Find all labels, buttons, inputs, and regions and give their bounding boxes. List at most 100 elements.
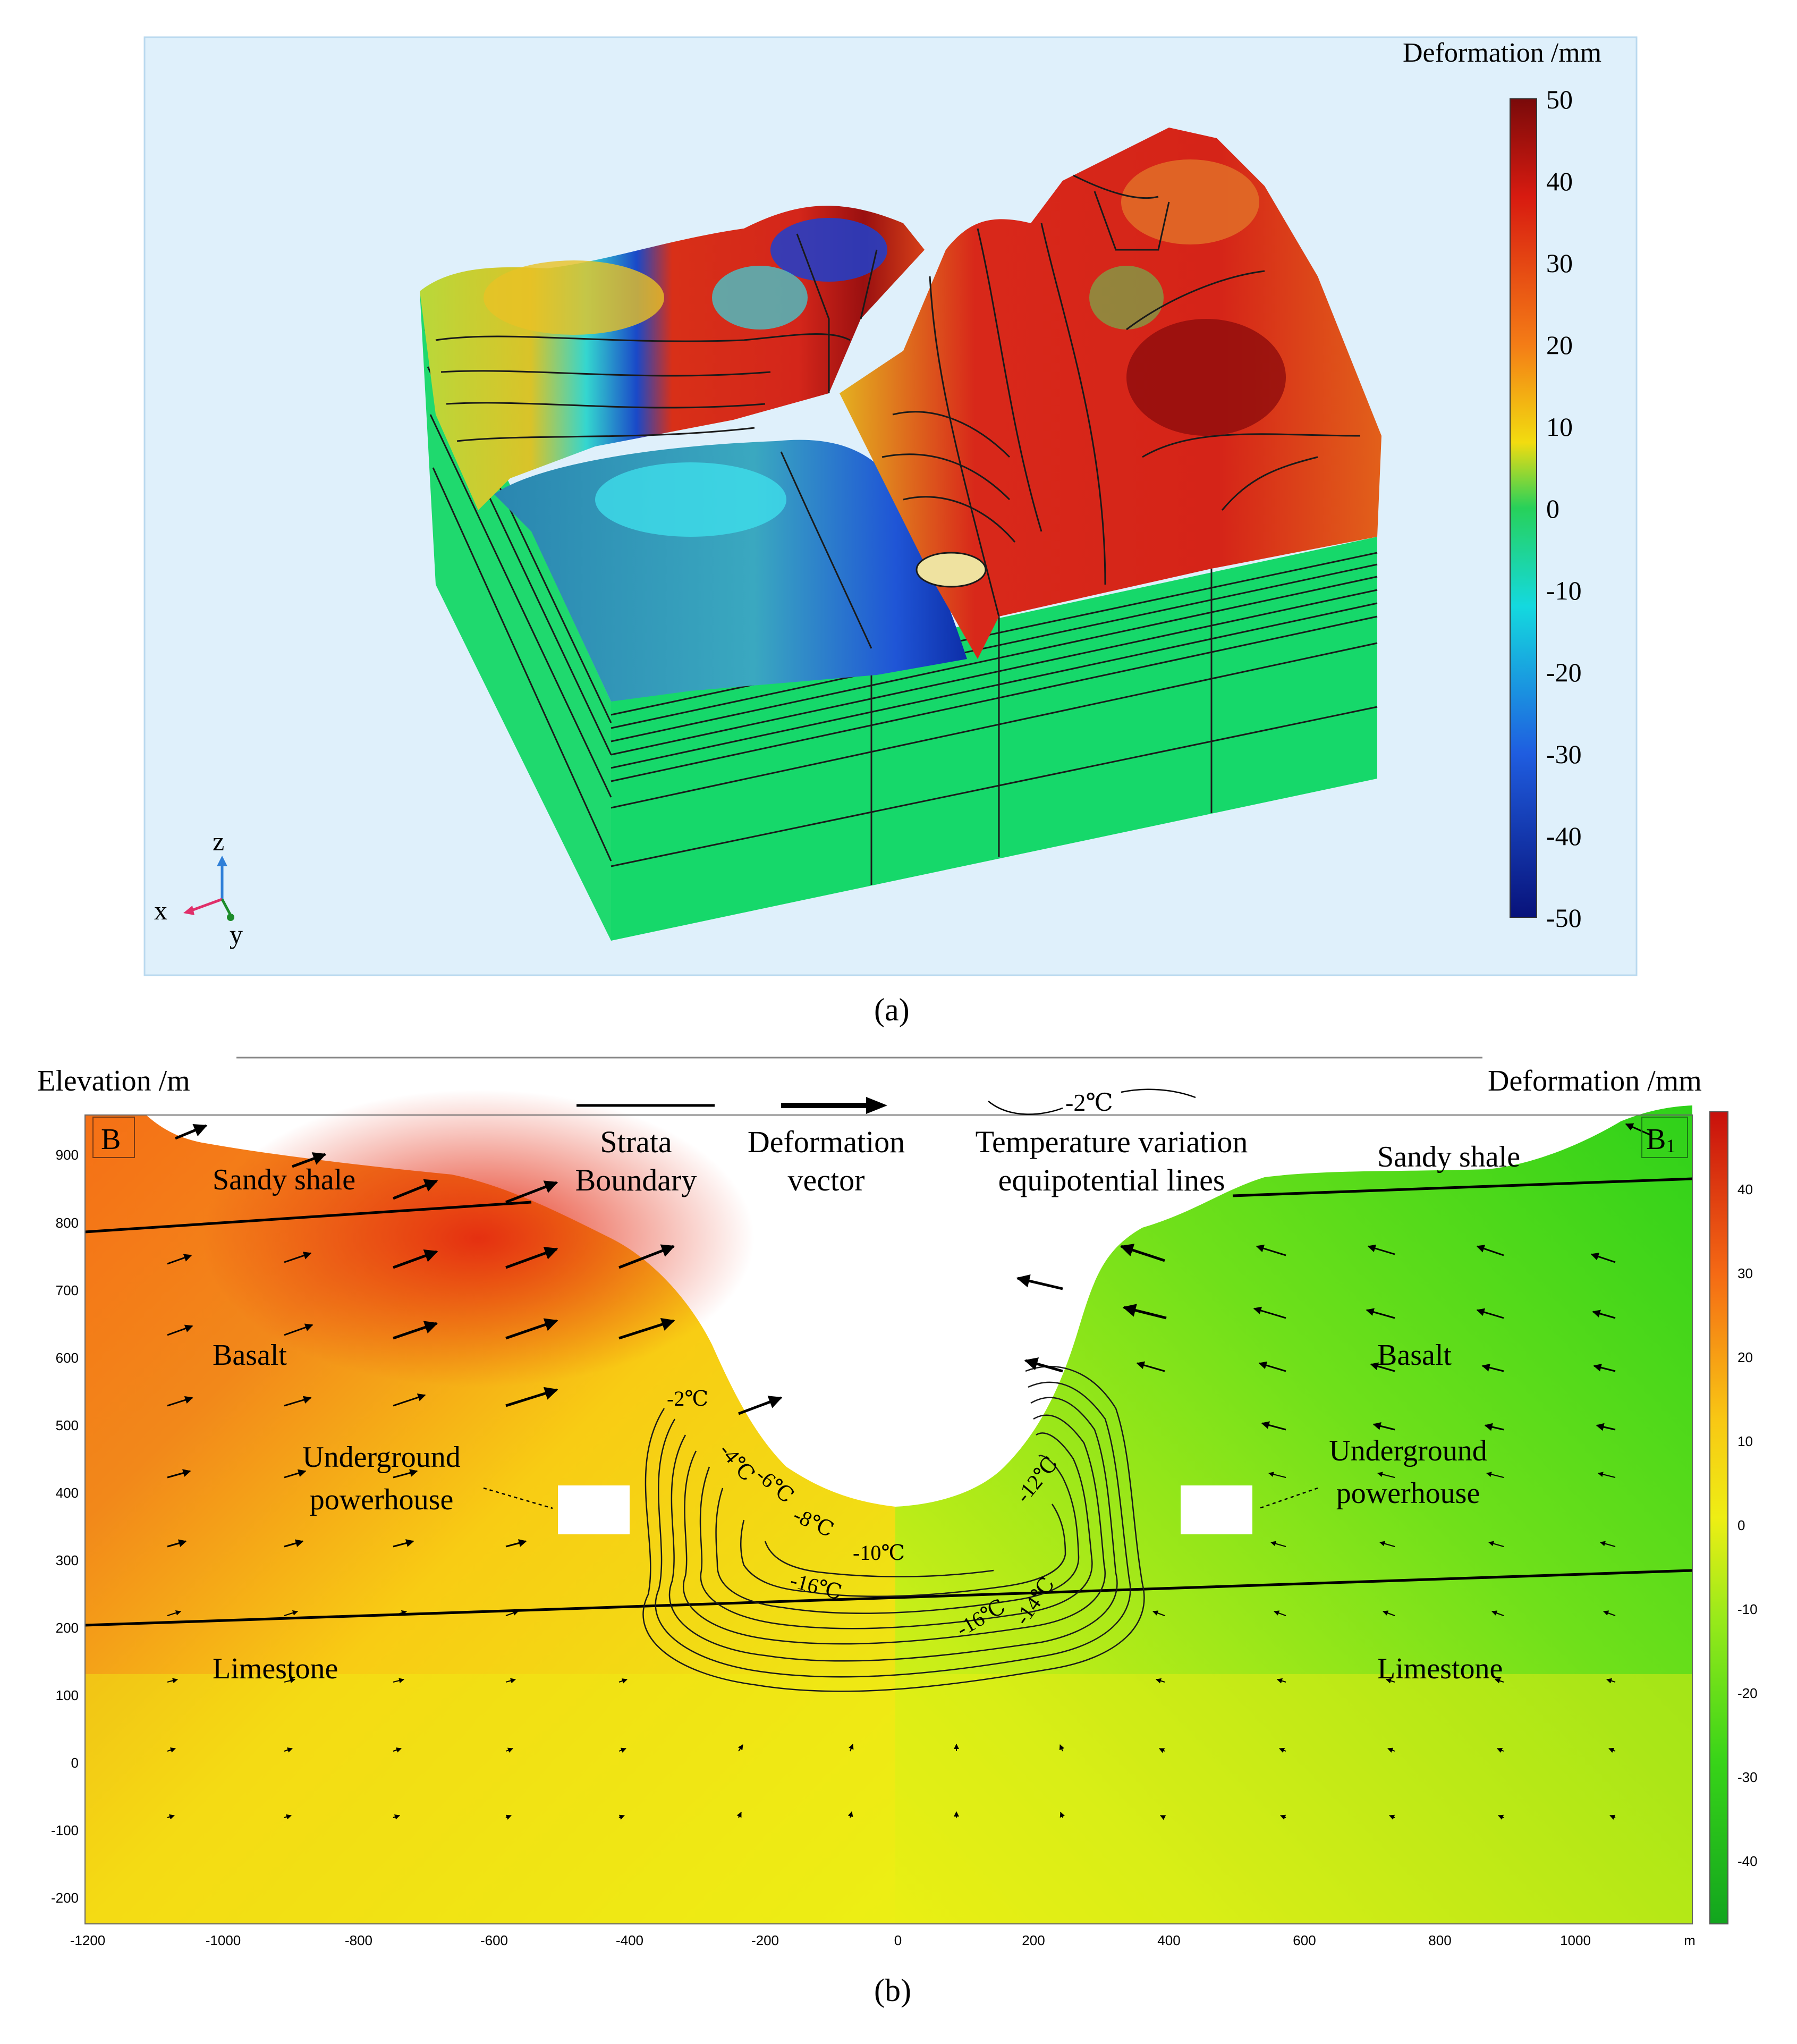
colorbar-b-tick: -30 (1737, 1769, 1758, 1785)
axis-y-arrow (221, 898, 232, 916)
legend-strata-label-2: Boundary (575, 1163, 697, 1197)
y-axis-title: Elevation /m (37, 1065, 190, 1097)
y-ticks: 900 800 700 600 500 400 300 200 100 0 -1… (51, 1147, 79, 1906)
x-tick: -400 (616, 1932, 643, 1948)
y-tick: 200 (56, 1620, 79, 1636)
colorbar-b-tick: -20 (1737, 1685, 1758, 1701)
y-tick: -100 (51, 1822, 79, 1838)
section-label-b-box (92, 1117, 135, 1158)
x-tick: 800 (1428, 1932, 1451, 1948)
powerhouse-left-label-2: powerhouse (310, 1483, 454, 1516)
x-ticks: -1200 -1000 -800 -600 -400 -200 0 200 40… (70, 1932, 1696, 1948)
colorbar-a-tick: 20 (1546, 330, 1573, 360)
colorbar-b-tick: 20 (1737, 1349, 1753, 1365)
colorbar-a-tick: -30 (1546, 739, 1582, 769)
colorbar-b-title: Deformation /mm (1488, 1065, 1702, 1097)
axis-x-label: x (154, 896, 167, 925)
legend-vector-label-2: vector (788, 1163, 865, 1197)
powerhouse-right-label-2: powerhouse (1336, 1477, 1480, 1510)
powerhouse-right-label-1: Underground (1329, 1434, 1487, 1467)
legend-temp-label-1: Temperature variation (976, 1125, 1248, 1159)
x-unit: m (1684, 1932, 1696, 1948)
layer-labels: Sandy shale Basalt Limestone Sandy shale… (213, 1141, 1520, 1685)
y-tick: 700 (56, 1282, 79, 1298)
axis-z-arrowhead (217, 856, 227, 866)
colorbar-b-tick: 10 (1737, 1433, 1753, 1449)
colorbar-b-tick: 0 (1737, 1517, 1745, 1533)
terrain-lines (435, 174, 1361, 649)
y-tick: 400 (56, 1485, 79, 1501)
powerhouse-left (558, 1485, 630, 1534)
strata-boundaries (84, 1177, 1693, 1627)
x-tick: -800 (345, 1932, 372, 1948)
layer-limestone-left: Limestone (213, 1652, 338, 1685)
colorbar-a-tick: 30 (1546, 248, 1573, 278)
block-front-face (611, 537, 1377, 941)
colorbar-a-tick: 10 (1546, 412, 1573, 442)
ridge-orange-top (1121, 159, 1259, 244)
x-tick: 0 (894, 1932, 902, 1948)
left-bank-red-core (202, 1089, 755, 1387)
legend: Strata Boundary Deformation vector -2℃ T… (575, 1088, 1248, 1197)
lower-blend (85, 1674, 1692, 1924)
y-tick: 600 (56, 1350, 79, 1366)
colorbar-b-tick: 40 (1737, 1181, 1753, 1197)
x-tick: -1000 (206, 1932, 241, 1948)
contour-label: -2℃ (667, 1387, 708, 1410)
block-strata-lines (611, 552, 1378, 885)
colorbar-a-tick: -40 (1546, 821, 1582, 851)
contour-label: -10℃ (853, 1541, 905, 1565)
ridge-dark-red-core (1126, 319, 1286, 436)
legend-contour-sample (988, 1088, 1196, 1115)
colorbar-a-title: Deformation /mm (1403, 38, 1601, 68)
legend-vector-label-1: Deformation (748, 1125, 905, 1159)
powerhouse-right (1181, 1485, 1252, 1534)
colorbar-a-tick: -10 (1546, 576, 1582, 605)
layer-limestone-right: Limestone (1377, 1652, 1503, 1685)
x-tick: -200 (751, 1932, 779, 1948)
section-label-b: B (101, 1123, 121, 1156)
layer-basalt-right: Basalt (1377, 1339, 1452, 1372)
colorbar-a-tick: 0 (1546, 494, 1559, 523)
x-tick: -1200 (70, 1932, 106, 1948)
terrace-cyan-patch (595, 462, 786, 537)
axis-triad: z x y (154, 826, 243, 949)
caption-a: (a) (874, 992, 910, 1027)
y-tick: 100 (56, 1687, 79, 1703)
colorbar-a-ticks: 50 40 30 20 10 0 -10 -20 -30 -40 -50 (1546, 85, 1582, 933)
y-tick: -200 (51, 1890, 79, 1906)
layer-sandy-shale-left: Sandy shale (213, 1163, 355, 1196)
colorbar-a-tick: -20 (1546, 657, 1582, 687)
plot-frame (84, 1114, 1693, 1924)
colorbar-b (1709, 1111, 1728, 1924)
colorbar-b-tick: -10 (1737, 1601, 1758, 1617)
axis-x-arrow (188, 898, 223, 913)
axis-y-label: y (230, 919, 243, 949)
colorbar-a-tick: 40 (1546, 166, 1573, 196)
colorbar-a-tick: 50 (1546, 85, 1573, 114)
deformation-vectors (167, 1123, 1650, 1820)
colorbar-a (1510, 98, 1537, 918)
powerhouse-leaders (483, 1487, 1318, 1509)
legend-contour-sample-label: -2℃ (1065, 1089, 1113, 1116)
right-bank (895, 1105, 1692, 1924)
y-tick: 900 (56, 1147, 79, 1163)
x-tick: 200 (1022, 1932, 1045, 1948)
legend-strata-label-1: Strata (600, 1125, 672, 1159)
ridge-green-flank (1089, 266, 1164, 330)
x-tick: 600 (1293, 1932, 1316, 1948)
section-label-b1-box (1641, 1117, 1688, 1158)
y-tick: 300 (56, 1552, 79, 1568)
colorbar-b-ticks: 40 30 20 10 0 -10 -20 -30 -40 (1737, 1181, 1758, 1869)
legend-vector-arrowhead (866, 1097, 887, 1114)
x-tick: -600 (480, 1932, 508, 1948)
layer-basalt-left: Basalt (213, 1339, 287, 1372)
axis-z-label: z (213, 826, 224, 856)
caption-b: (b) (874, 1973, 911, 2008)
layer-sandy-shale-right: Sandy shale (1377, 1141, 1520, 1173)
y-tick: 800 (56, 1215, 79, 1231)
plateau-cyan-patch (712, 266, 808, 330)
powerhouse-left-label-1: Underground (302, 1441, 461, 1474)
plateau-yellow-patch (484, 260, 664, 335)
plateau-blue-patch (770, 218, 887, 282)
